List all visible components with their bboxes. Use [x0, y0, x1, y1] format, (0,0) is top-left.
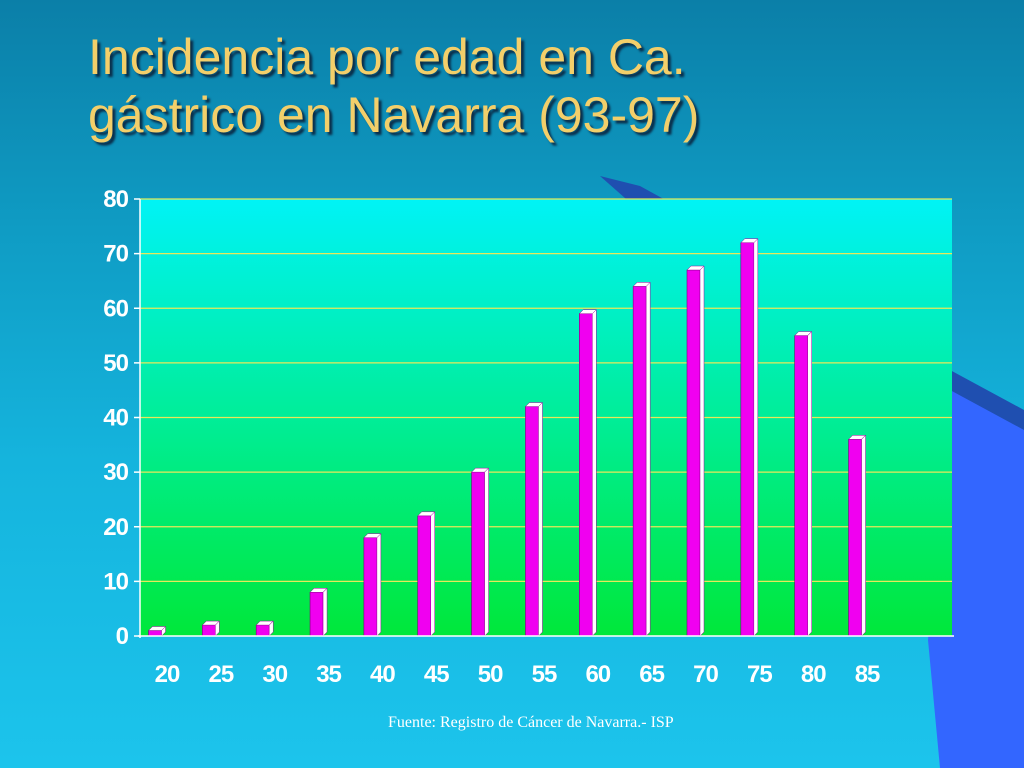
x-tick-label: 50 — [478, 661, 503, 688]
bar — [471, 471, 485, 637]
bar — [363, 537, 378, 637]
bar — [417, 515, 432, 637]
gridlines — [140, 198, 952, 582]
bar — [740, 242, 755, 637]
bar — [578, 313, 593, 637]
x-tick-label: 30 — [262, 661, 287, 688]
bar — [309, 591, 324, 637]
y-tick-label: 50 — [103, 350, 128, 377]
bar — [255, 624, 270, 637]
y-tick-label: 40 — [103, 405, 128, 432]
x-tick-label: 45 — [424, 661, 449, 688]
x-tick-label: 35 — [316, 661, 341, 688]
title-line-2: gástrico en Navarra (93-97) — [88, 87, 700, 143]
bar — [794, 335, 809, 637]
bar — [686, 269, 701, 637]
x-tick-label: 20 — [155, 661, 180, 688]
x-tick-label: 60 — [585, 661, 610, 688]
y-tick-label: 80 — [103, 186, 128, 213]
bar-side — [699, 265, 705, 637]
bar-side — [430, 511, 435, 637]
y-tick-label: 20 — [103, 514, 128, 541]
x-tick-label: 40 — [370, 661, 395, 688]
y-tick-label: 0 — [116, 623, 129, 650]
bar-side — [861, 434, 866, 637]
bar — [202, 624, 216, 637]
bar-side — [484, 467, 489, 637]
x-tick-label: 25 — [208, 661, 233, 688]
y-tick-label: 60 — [103, 295, 128, 322]
bar-side — [538, 401, 543, 637]
x-tick-label: 70 — [693, 661, 718, 688]
bar-side — [322, 587, 328, 637]
x-tick-label: 75 — [747, 661, 772, 688]
bar — [148, 630, 162, 637]
source-note: Fuente: Registro de Cáncer de Navarra.- … — [388, 714, 674, 731]
x-tick-labels: 20 25 30 35 40 45 50 55 60 65 70 75 80 85 — [155, 661, 881, 688]
bar — [848, 439, 862, 637]
bar-side — [753, 238, 759, 637]
y-tick-labels: 0 10 20 30 40 50 60 70 80 — [103, 186, 140, 650]
bar — [525, 406, 539, 637]
page-title: Incidencia por edad en Ca. gástrico en N… — [88, 28, 988, 144]
title-line-1: Incidencia por edad en Ca. — [88, 29, 686, 85]
y-tick-label: 30 — [103, 459, 128, 486]
x-tick-label: 80 — [801, 661, 826, 688]
x-tick-label: 65 — [639, 661, 664, 688]
bar — [632, 286, 647, 637]
bar-side — [161, 625, 166, 637]
y-tick-label: 70 — [103, 241, 128, 268]
bar-side — [215, 620, 220, 637]
bar-side — [268, 620, 274, 637]
bars — [147, 238, 867, 637]
bar-side — [645, 281, 651, 637]
x-tick-label: 85 — [855, 661, 880, 688]
bar-side — [807, 330, 812, 637]
x-tick-label: 55 — [532, 661, 557, 688]
bar-side — [376, 533, 382, 637]
bar-side — [592, 309, 597, 637]
y-tick-label: 10 — [103, 568, 128, 595]
